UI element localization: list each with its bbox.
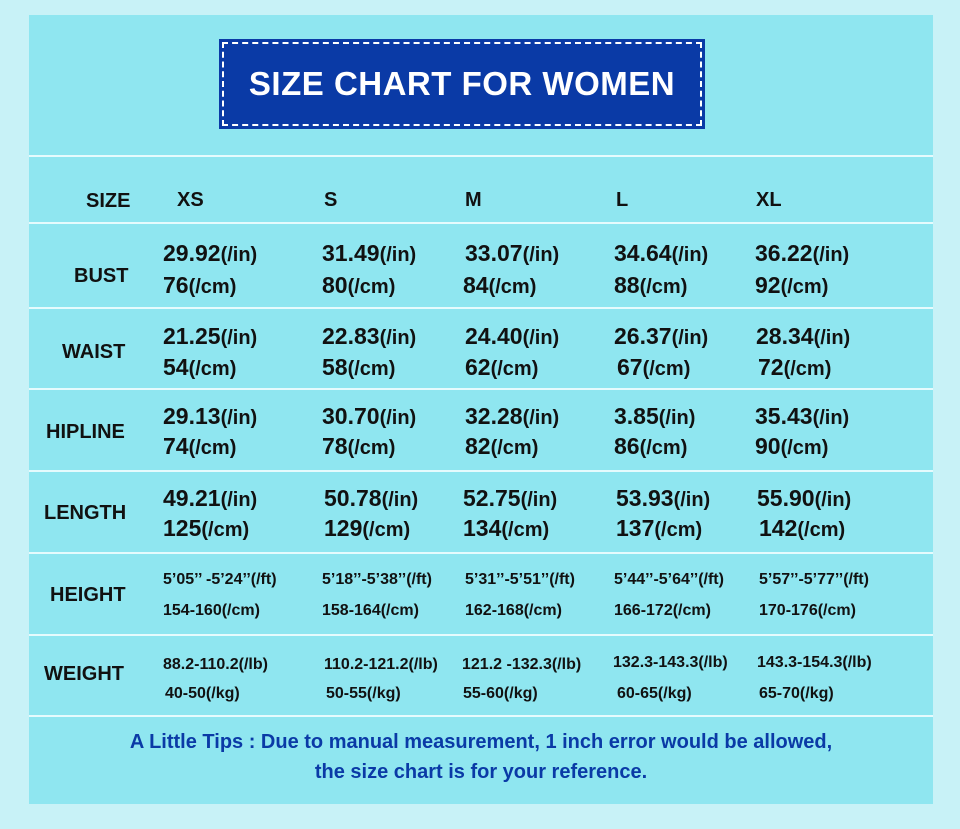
weight-kg-value: 55-60(/kg)	[463, 685, 538, 702]
row-label-length: LENGTH	[44, 502, 127, 524]
size-chart-panel	[29, 15, 933, 804]
waist-in-value: 24.40(/in)	[465, 323, 560, 349]
size-header-label: SIZE	[86, 190, 131, 212]
hipline-in-value: 35.43(/in)	[755, 403, 850, 429]
divider	[29, 388, 933, 390]
length-in-value: 50.78(/in)	[324, 485, 419, 511]
hipline-cm-value: 74(/cm)	[163, 433, 237, 459]
height-ft-value: 5’18’’-5’38’’(/ft)	[322, 571, 432, 588]
height-ft-value: 5’05’’ -5’24’’(/ft)	[163, 571, 277, 588]
bust-in-value: 29.92(/in)	[163, 240, 258, 266]
weight-kg-value: 40-50(/kg)	[165, 685, 240, 702]
height-cm-value: 170-176(/cm)	[759, 602, 856, 619]
height-ft-value: 5’44’’-5’64’’(/ft)	[614, 571, 724, 588]
size-column-header: S	[324, 189, 338, 211]
size-column-header: M	[465, 189, 482, 211]
page-title: SIZE CHART FOR WOMEN	[248, 65, 676, 102]
height-cm-value: 166-172(/cm)	[614, 602, 711, 619]
tips-line-1: A Little Tips : Due to manual measuremen…	[129, 731, 833, 753]
height-ft-value: 5’31’’-5’51’’(/ft)	[465, 571, 575, 588]
row-label-bust: BUST	[74, 265, 129, 287]
row-label-weight: WEIGHT	[44, 663, 124, 685]
hipline-cm-value: 86(/cm)	[614, 433, 688, 459]
length-cm-value: 142(/cm)	[759, 515, 846, 541]
weight-kg-value: 60-65(/kg)	[617, 685, 692, 702]
bust-in-value: 33.07(/in)	[465, 240, 560, 266]
bust-cm-value: 76(/cm)	[163, 272, 237, 298]
divider	[29, 715, 933, 717]
hipline-in-value: 32.28(/in)	[465, 403, 560, 429]
hipline-in-value: 3.85(/in)	[614, 403, 696, 429]
length-in-value: 49.21(/in)	[163, 485, 258, 511]
weight-lb-value: 110.2-121.2(/lb)	[324, 656, 438, 673]
length-in-value: 53.93(/in)	[616, 485, 711, 511]
divider	[29, 470, 933, 472]
weight-lb-value: 88.2-110.2(/lb)	[163, 656, 268, 673]
waist-in-value: 26.37(/in)	[614, 323, 709, 349]
bust-cm-value: 80(/cm)	[322, 272, 396, 298]
height-cm-value: 162-168(/cm)	[465, 602, 562, 619]
waist-cm-value: 54(/cm)	[163, 354, 237, 380]
waist-cm-value: 67(/cm)	[617, 354, 691, 380]
divider	[29, 222, 933, 224]
bust-cm-value: 88(/cm)	[614, 272, 688, 298]
length-cm-value: 137(/cm)	[616, 515, 703, 541]
weight-lb-value: 143.3-154.3(/lb)	[757, 654, 872, 671]
tips-line-2: the size chart is for your reference.	[314, 761, 648, 783]
bust-in-value: 31.49(/in)	[322, 240, 417, 266]
height-ft-value: 5’57’’-5’77’’(/ft)	[759, 571, 869, 588]
length-in-value: 52.75(/in)	[463, 485, 558, 511]
divider	[29, 634, 933, 636]
hipline-in-value: 29.13(/in)	[163, 403, 258, 429]
weight-lb-value: 132.3-143.3(/lb)	[613, 654, 728, 671]
bust-cm-value: 84(/cm)	[463, 272, 537, 298]
size-column-header: L	[616, 189, 629, 211]
weight-lb-value: 121.2 -132.3(/lb)	[462, 656, 582, 673]
divider	[29, 307, 933, 309]
row-label-waist: WAIST	[62, 341, 126, 363]
length-cm-value: 125(/cm)	[163, 515, 250, 541]
length-cm-value: 129(/cm)	[324, 515, 411, 541]
bust-cm-value: 92(/cm)	[755, 272, 829, 298]
height-cm-value: 154-160(/cm)	[163, 602, 260, 619]
weight-kg-value: 50-55(/kg)	[326, 685, 401, 702]
row-label-hipline: HIPLINE	[46, 421, 125, 443]
waist-in-value: 21.25(/in)	[163, 323, 258, 349]
divider	[29, 155, 933, 157]
waist-cm-value: 58(/cm)	[322, 354, 396, 380]
waist-cm-value: 72(/cm)	[758, 354, 832, 380]
waist-cm-value: 62(/cm)	[465, 354, 539, 380]
title-banner: SIZE CHART FOR WOMEN	[219, 39, 705, 129]
size-column-header: XL	[756, 189, 782, 211]
length-cm-value: 134(/cm)	[463, 515, 550, 541]
bust-in-value: 36.22(/in)	[755, 240, 850, 266]
size-column-header: XS	[177, 189, 204, 211]
bust-in-value: 34.64(/in)	[614, 240, 709, 266]
height-cm-value: 158-164(/cm)	[322, 602, 419, 619]
hipline-cm-value: 90(/cm)	[755, 433, 829, 459]
weight-kg-value: 65-70(/kg)	[759, 685, 834, 702]
waist-in-value: 28.34(/in)	[756, 323, 851, 349]
row-label-height: HEIGHT	[50, 584, 126, 606]
hipline-cm-value: 82(/cm)	[465, 433, 539, 459]
hipline-cm-value: 78(/cm)	[322, 433, 396, 459]
hipline-in-value: 30.70(/in)	[322, 403, 417, 429]
divider	[29, 552, 933, 554]
waist-in-value: 22.83(/in)	[322, 323, 417, 349]
length-in-value: 55.90(/in)	[757, 485, 852, 511]
